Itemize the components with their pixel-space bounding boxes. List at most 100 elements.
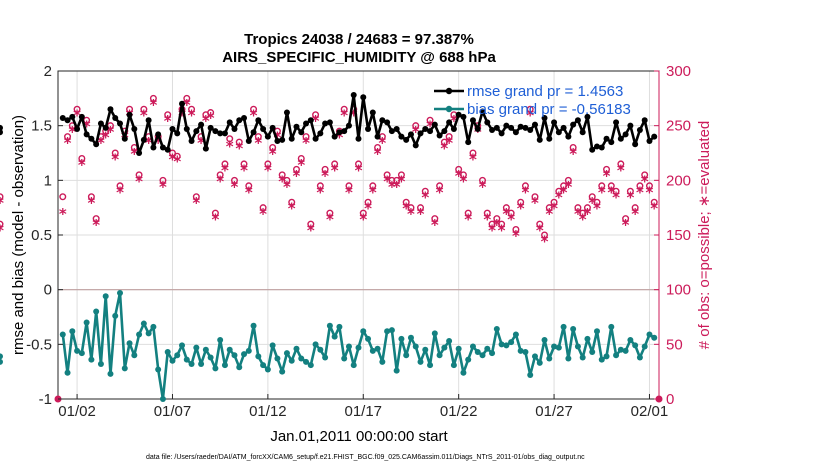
obs-evaluated-point: *: [116, 183, 124, 201]
obs-possible-point: [164, 111, 172, 119]
rmse-point: [255, 117, 262, 124]
obs-evaluated-point: *: [612, 189, 620, 207]
obs-possible-point: [617, 160, 625, 168]
y-tick-label: -0.5: [26, 336, 52, 353]
rmse-point: [460, 113, 467, 120]
rmse-point: [236, 117, 243, 124]
bias-point: [336, 323, 343, 330]
rmse-point: [641, 117, 648, 124]
rmse-point: [517, 123, 524, 130]
rmse-point: [350, 92, 357, 99]
obs-evaluated-point: *: [59, 205, 67, 223]
obs-evaluated-point: *: [512, 227, 520, 245]
obs-evaluated-point: *: [359, 211, 367, 229]
rmse-point: [365, 125, 372, 132]
bias-point: [97, 361, 104, 368]
bias-point: [226, 346, 233, 353]
obs-evaluated-point: *: [603, 167, 611, 185]
rmse-point: [436, 132, 443, 139]
rmse-point: [322, 120, 329, 127]
y2-tick-label: 200: [666, 172, 691, 189]
bias-point: [460, 369, 467, 376]
obs-evaluated-point: *: [526, 107, 534, 125]
bias-point: [498, 341, 505, 348]
bias-point: [508, 339, 515, 346]
rmse-point: [121, 135, 128, 142]
obs-evaluated-point: *: [107, 123, 115, 141]
rmse-point: [393, 125, 400, 132]
bias-point: [360, 328, 367, 335]
rmse-point: [508, 124, 515, 131]
obs-possible-point: [192, 193, 200, 201]
obs-evaluated-point: *: [173, 153, 181, 171]
obs-evaluated-point: *: [240, 161, 248, 179]
rmse-point: [536, 136, 543, 143]
obs-evaluated-point: *: [278, 172, 286, 190]
bias-point: [250, 322, 257, 329]
obs-possible-point: [355, 160, 363, 168]
bias-point: [159, 396, 166, 402]
rmse-point: [159, 144, 166, 151]
bias-point: [78, 350, 85, 357]
bias-point: [255, 353, 262, 360]
bias-point: [617, 346, 624, 353]
bias-point: [489, 350, 496, 357]
y2-tick-label: 0: [666, 391, 674, 408]
rmse-point: [217, 130, 224, 137]
bias-point: [117, 289, 124, 296]
obs-evaluated-point: *: [564, 178, 572, 196]
obs-possible-point: [0, 193, 4, 201]
bias-point: [140, 320, 147, 327]
obs-evaluated-point: *: [607, 183, 615, 201]
obs-evaluated-point: *: [345, 183, 353, 201]
obs-possible-point: [321, 165, 329, 173]
obs-possible-point: [264, 160, 272, 168]
obs-possible-point: [636, 182, 644, 190]
rmse-point: [331, 133, 338, 140]
obs-possible-point: [645, 182, 653, 190]
obs-evaluated-point: *: [560, 183, 568, 201]
obs-evaluated-point: *: [617, 161, 625, 179]
rmse-point: [117, 120, 124, 127]
bias-point: [551, 343, 558, 350]
obs-evaluated-point: *: [393, 178, 401, 196]
bias-point: [374, 345, 381, 352]
rmse-point: [183, 125, 190, 132]
y-tick-label: 1: [44, 172, 52, 189]
obs-evaluated-point: *: [250, 107, 258, 125]
bias-point: [589, 348, 596, 355]
rmse-point: [584, 113, 591, 120]
obs-possible-point: [183, 94, 191, 102]
obs-possible-point: [560, 182, 568, 190]
obs-evaluated-point: *: [445, 134, 453, 152]
bias-point: [145, 330, 152, 337]
obs-possible-point: [283, 176, 291, 184]
bias-point: [307, 362, 314, 369]
obs-evaluated-point: *: [316, 183, 324, 201]
rmse-point: [412, 142, 419, 149]
obs-evaluated-point: *: [569, 145, 577, 163]
obs-evaluated-point: *: [245, 183, 253, 201]
obs-evaluated-point: *: [259, 205, 267, 223]
rmse-point: [522, 124, 529, 131]
bias-point: [345, 343, 352, 350]
obs-evaluated-point: *: [269, 145, 277, 163]
rmse-point: [293, 123, 300, 130]
rmse-point: [226, 119, 233, 126]
rmse-point: [355, 135, 362, 142]
rmse-point: [59, 115, 66, 122]
obs-possible-point: [226, 135, 234, 143]
obs-evaluated-point: *: [326, 211, 334, 229]
rmse-point: [164, 146, 171, 153]
rmse-point: [422, 125, 429, 132]
obs-possible-point: [402, 198, 410, 206]
y-tick-label: 0: [44, 282, 52, 299]
rmse-point: [179, 100, 186, 107]
obs-evaluated-point: *: [111, 150, 119, 168]
rmse-point: [102, 124, 109, 131]
bias-point: [69, 328, 76, 335]
obs-evaluated-point: *: [83, 118, 91, 136]
bias-point: [279, 368, 286, 375]
bias-point: [384, 328, 391, 335]
obs-evaluated-point: *: [221, 161, 229, 179]
